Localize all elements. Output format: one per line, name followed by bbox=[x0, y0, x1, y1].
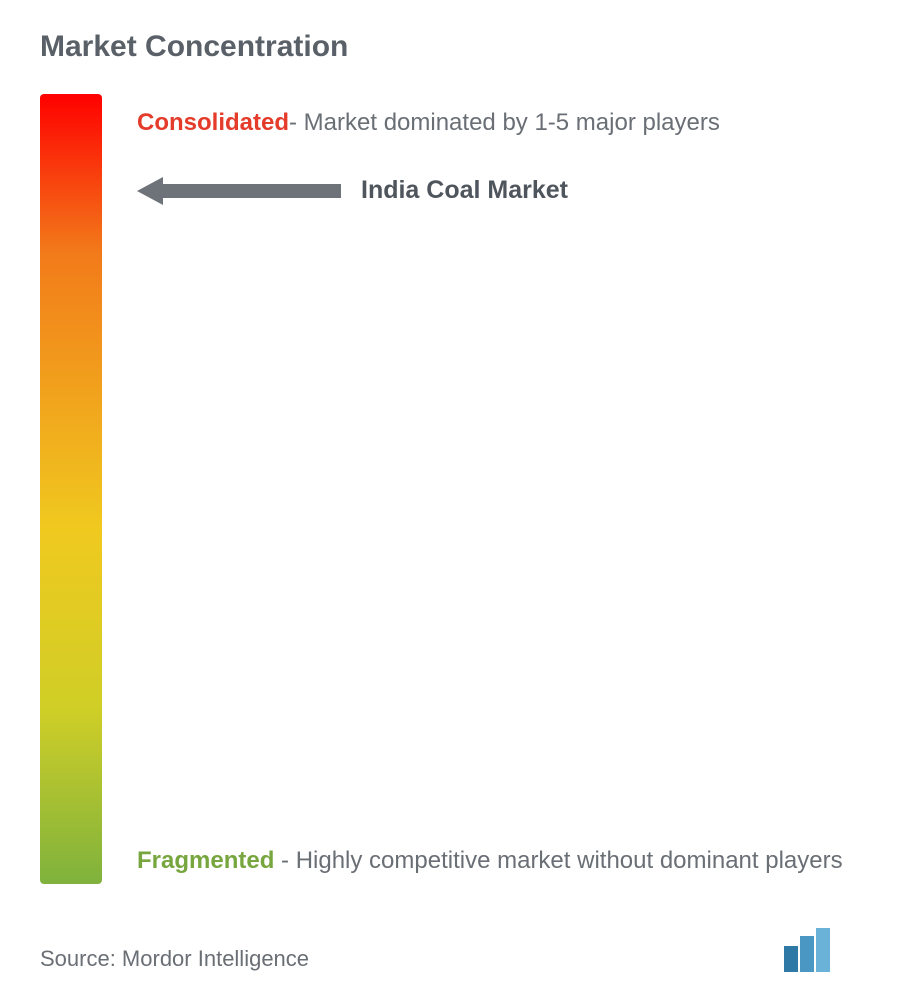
content-row: Consolidated- Market dominated by 1-5 ma… bbox=[40, 94, 860, 884]
mordor-intelligence-logo-icon bbox=[784, 928, 860, 972]
market-pointer-row: India Coal Market bbox=[137, 176, 860, 205]
footer-row: Source: Mordor Intelligence bbox=[40, 928, 860, 972]
consolidated-description: Consolidated- Market dominated by 1-5 ma… bbox=[137, 104, 860, 141]
chart-title: Market Concentration bbox=[40, 30, 860, 64]
market-name-label: India Coal Market bbox=[361, 176, 568, 205]
fragmented-label: Fragmented bbox=[137, 847, 274, 874]
annotations-column: Consolidated- Market dominated by 1-5 ma… bbox=[137, 94, 860, 884]
source-attribution: Source: Mordor Intelligence bbox=[40, 946, 309, 972]
consolidated-text: - Market dominated by 1-5 major players bbox=[289, 109, 720, 136]
arrow-left-icon bbox=[137, 177, 341, 205]
consolidated-label: Consolidated bbox=[137, 109, 289, 136]
concentration-gradient-bar bbox=[40, 94, 102, 884]
fragmented-text: - Highly competitive market without domi… bbox=[274, 847, 842, 874]
fragmented-description: Fragmented - Highly competitive market w… bbox=[137, 842, 843, 879]
